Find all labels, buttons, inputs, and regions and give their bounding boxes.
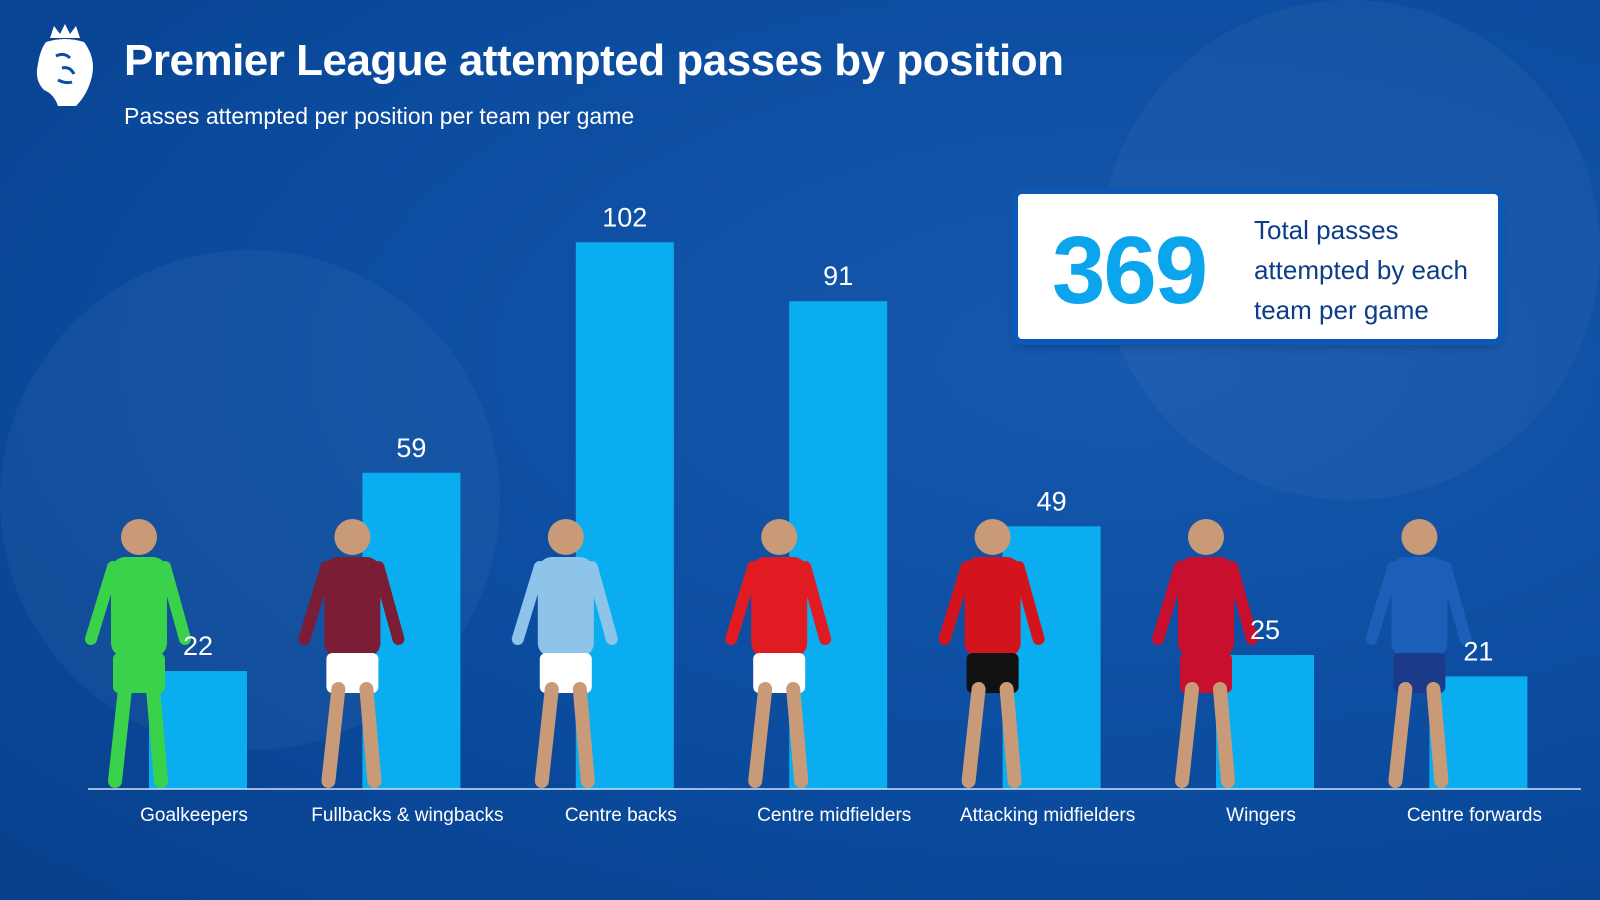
page-subtitle: Passes attempted per position per team p…	[124, 103, 635, 129]
bar-value-label: 49	[1037, 486, 1067, 516]
category-label: Goalkeepers	[140, 805, 248, 826]
player-figure	[85, 519, 191, 788]
player-figure	[298, 519, 405, 788]
bar	[789, 301, 888, 789]
total-passes-value: 369	[1052, 217, 1208, 324]
player-figure	[1152, 519, 1258, 788]
player-figure	[511, 519, 618, 788]
total-passes-caption: Total passes attempted by each team per …	[1254, 215, 1468, 325]
category-label: Centre backs	[565, 805, 677, 826]
category-label: Centre forwards	[1407, 805, 1542, 826]
bar-value-label: 25	[1250, 615, 1280, 645]
bar-value-label: 91	[823, 261, 853, 291]
premier-league-lion-logo-icon	[36, 24, 93, 106]
category-label: Attacking midfielders	[960, 805, 1135, 826]
bar-value-label: 59	[396, 433, 426, 463]
bar-value-label: 22	[183, 631, 213, 661]
page-title: Premier League attempted passes by posit…	[124, 36, 1064, 85]
player-figure	[725, 519, 832, 788]
category-label: Fullbacks & wingbacks	[311, 805, 503, 826]
category-label: Wingers	[1226, 805, 1296, 826]
category-label: Centre midfielders	[757, 805, 911, 826]
bar	[575, 242, 674, 789]
bar-value-label: 102	[602, 202, 647, 232]
player-figure	[1365, 519, 1472, 788]
total-passes-stat-box: 369 Total passes attempted by each team …	[1018, 194, 1498, 339]
bar-value-label: 21	[1463, 636, 1493, 666]
player-figure	[938, 519, 1045, 788]
